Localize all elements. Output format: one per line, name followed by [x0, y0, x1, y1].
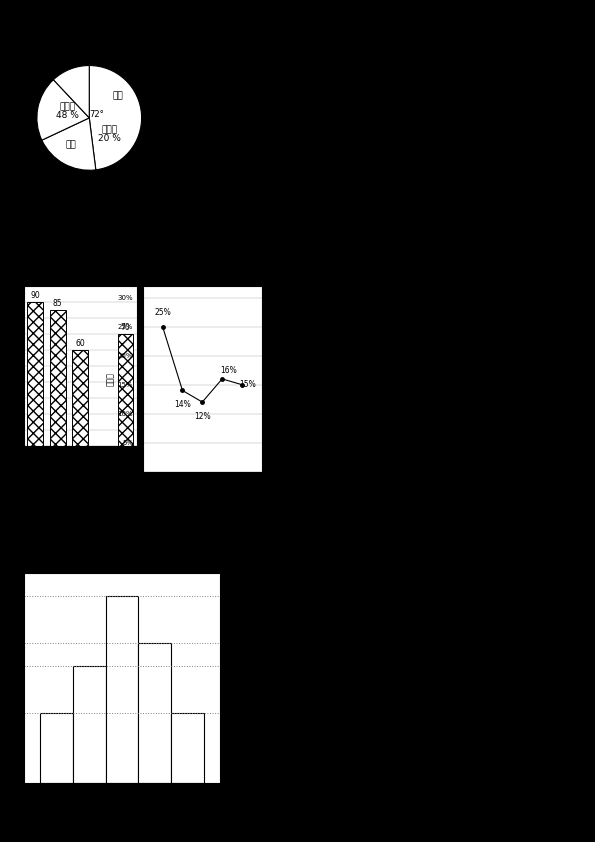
Wedge shape — [42, 118, 96, 170]
Text: 20 %: 20 % — [98, 135, 121, 143]
Text: 14%: 14% — [174, 401, 191, 409]
Text: 图2: 图2 — [197, 486, 208, 494]
Text: 其它: 其它 — [65, 141, 76, 150]
Bar — [139, 642, 171, 783]
Bar — [105, 596, 138, 783]
Text: 70: 70 — [121, 322, 130, 332]
Text: 60: 60 — [76, 338, 85, 348]
Text: 72°: 72° — [90, 110, 105, 120]
Text: 15%: 15% — [240, 381, 256, 389]
X-axis label: 身高(cm): 身高(cm) — [107, 805, 137, 813]
Bar — [50, 311, 65, 446]
Y-axis label: 人数: 人数 — [0, 673, 1, 683]
Text: 12%: 12% — [194, 412, 211, 421]
Bar — [171, 713, 203, 783]
Text: 16%: 16% — [220, 365, 236, 375]
Wedge shape — [89, 66, 142, 170]
Text: 图1: 图1 — [75, 461, 86, 469]
Wedge shape — [54, 66, 89, 118]
Text: 羽滞球: 羽滞球 — [101, 125, 117, 134]
Bar — [73, 666, 106, 783]
Title: 消费部各月消费额占全场
当月消费总额的百分比: 消费部各月消费额占全场 当月消费总额的百分比 — [176, 265, 228, 285]
Text: 85: 85 — [53, 299, 62, 308]
Text: 48 %: 48 % — [56, 111, 79, 120]
Wedge shape — [37, 80, 89, 140]
X-axis label: 月份: 月份 — [198, 492, 207, 501]
X-axis label: 月份: 月份 — [76, 464, 85, 473]
Y-axis label: 百分比: 百分比 — [106, 372, 115, 386]
Bar — [40, 713, 73, 783]
Text: 乒乓球: 乒乓球 — [59, 102, 76, 111]
Bar — [73, 350, 88, 446]
Text: O: O — [9, 791, 15, 800]
Title: 内外合月消售总额统计图: 内外合月消售总额统计图 — [53, 275, 108, 284]
Bar — [118, 334, 133, 446]
Text: 90: 90 — [30, 290, 40, 300]
Bar — [27, 302, 43, 446]
Text: 25%: 25% — [154, 308, 171, 317]
Text: 排球: 排球 — [112, 92, 123, 100]
Title: 某中学八年级男生身高频率分布直方图: 某中学八年级男生身高频率分布直方图 — [76, 562, 168, 570]
